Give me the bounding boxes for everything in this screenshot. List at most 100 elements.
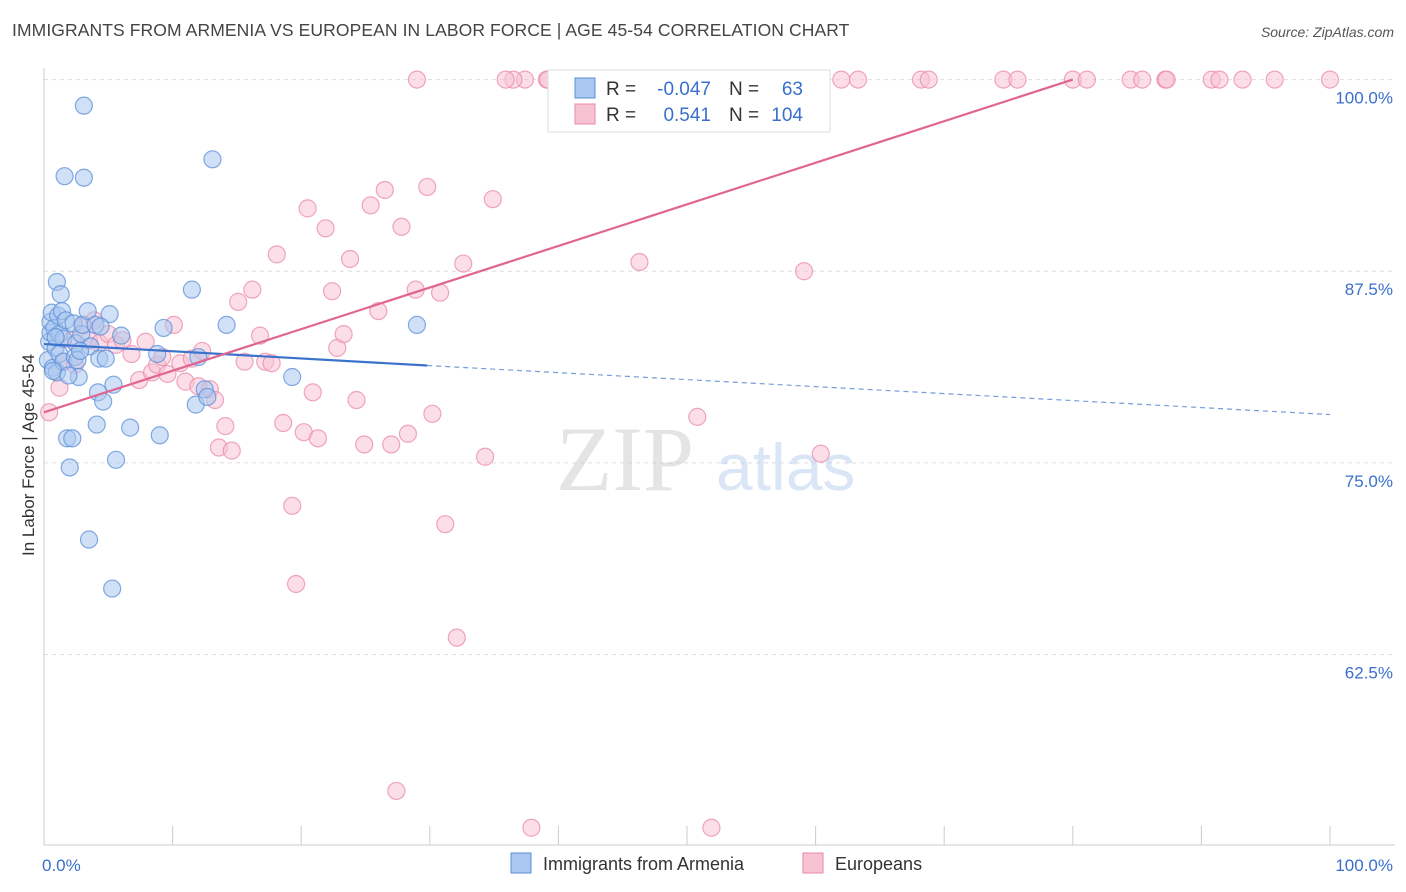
europeans-point <box>298 199 317 218</box>
series-legend: Immigrants from Armenia Europeans <box>510 852 922 874</box>
armenia-point <box>63 429 82 448</box>
legend-swatch-europeans <box>574 103 596 125</box>
armenia-point <box>217 315 236 334</box>
europeans-point <box>832 70 851 89</box>
correlation-legend: R = -0.047 N = 63 R = 0.541 N = 104 <box>547 69 831 133</box>
legend-n-label-armenia: N = <box>729 79 759 100</box>
x-tick-label-min: 0.0% <box>42 856 81 875</box>
europeans-point <box>222 441 241 460</box>
europeans-point <box>454 254 473 273</box>
europeans-point <box>418 177 437 197</box>
y-tick-label: 62.5% <box>1345 664 1393 683</box>
europeans-trend-line <box>43 78 1074 414</box>
europeans-point <box>447 628 466 647</box>
europeans-point <box>1210 70 1229 89</box>
watermark-zip: ZIP <box>556 408 694 510</box>
y-tick-label: 100.0% <box>1335 89 1393 108</box>
europeans-point <box>355 435 374 454</box>
europeans-point <box>369 301 388 321</box>
europeans-point <box>811 444 830 463</box>
europeans-point <box>229 292 248 311</box>
armenia-point <box>87 415 106 434</box>
armenia-point <box>203 150 222 169</box>
europeans-point <box>475 447 495 466</box>
europeans-point <box>702 818 721 837</box>
x-tick-label-max: 100.0% <box>1335 856 1393 875</box>
europeans-point <box>1233 70 1252 89</box>
europeans-point <box>483 190 502 209</box>
europeans-point <box>216 416 235 436</box>
europeans-point <box>243 280 262 299</box>
legend-n-value-europeans: 104 <box>771 105 803 126</box>
armenia-trend-extension <box>427 364 1331 416</box>
bottom-legend-label-armenia: Immigrants from Armenia <box>543 854 745 874</box>
europeans-point <box>1008 70 1027 89</box>
europeans-point <box>630 252 649 272</box>
europeans-point <box>40 403 59 422</box>
europeans-point <box>308 429 328 448</box>
legend-r-label-armenia: R = <box>606 79 636 100</box>
europeans-point <box>1133 70 1152 89</box>
armenia-point <box>91 317 110 336</box>
europeans-point <box>340 249 360 269</box>
legend-n-label-europeans: N = <box>729 105 759 126</box>
europeans-point <box>1265 70 1284 89</box>
armenia-point <box>112 326 131 345</box>
armenia-point <box>51 285 70 304</box>
y-tick-label: 75.0% <box>1345 472 1393 491</box>
armenia-point <box>121 418 140 437</box>
armenia-point <box>106 450 126 469</box>
armenia-point <box>60 458 79 477</box>
europeans-point <box>267 245 286 264</box>
europeans-point <box>382 435 401 454</box>
armenia-point <box>74 96 93 115</box>
armenia-point <box>46 328 65 347</box>
europeans-point <box>387 781 406 801</box>
europeans-point <box>375 180 394 200</box>
armenia-point <box>182 280 201 299</box>
chart-title: IMMIGRANTS FROM ARMENIA VS EUROPEAN IN L… <box>12 20 850 40</box>
armenia-points <box>38 96 427 598</box>
europeans-point <box>1320 70 1340 89</box>
y-tick-label: 87.5% <box>1345 280 1393 299</box>
armenia-point <box>103 579 122 598</box>
europeans-point <box>1157 70 1176 89</box>
armenia-point <box>283 367 302 387</box>
armenia-point <box>100 305 119 324</box>
europeans-point <box>250 326 270 345</box>
europeans-point <box>235 352 254 371</box>
europeans-point <box>392 217 411 236</box>
europeans-point <box>283 496 302 515</box>
armenia-point <box>59 366 78 385</box>
europeans-points <box>40 70 1340 837</box>
europeans-point <box>407 70 427 89</box>
axis-layer: 62.5% 75.0% 87.5% 100.0% 0.0% 100.0% <box>42 68 1395 875</box>
legend-r-label-europeans: R = <box>606 105 636 126</box>
europeans-point <box>522 818 541 837</box>
europeans-point <box>316 219 335 238</box>
armenia-point <box>74 168 93 187</box>
armenia-point <box>96 349 115 368</box>
europeans-point <box>794 262 814 281</box>
bottom-legend-swatch-europeans <box>802 852 824 874</box>
armenia-point <box>407 315 427 334</box>
europeans-point <box>919 70 938 89</box>
europeans-point <box>848 70 868 89</box>
europeans-point <box>436 515 455 534</box>
europeans-point <box>347 390 366 410</box>
europeans-point <box>398 424 418 443</box>
legend-r-value-europeans: 0.541 <box>663 105 711 126</box>
legend-n-value-armenia: 63 <box>782 79 803 100</box>
watermark-atlas: atlas <box>716 430 855 504</box>
europeans-point <box>496 70 515 89</box>
armenia-point <box>78 301 97 321</box>
watermark: ZIP atlas <box>556 408 855 510</box>
europeans-point <box>322 282 342 301</box>
source-label: Source: ZipAtlas.com <box>1260 24 1394 40</box>
legend-r-value-armenia: -0.047 <box>657 79 711 100</box>
bottom-legend-label-europeans: Europeans <box>835 854 922 874</box>
legend-swatch-armenia <box>574 77 596 99</box>
armenia-point <box>43 361 63 380</box>
europeans-point <box>361 196 380 215</box>
